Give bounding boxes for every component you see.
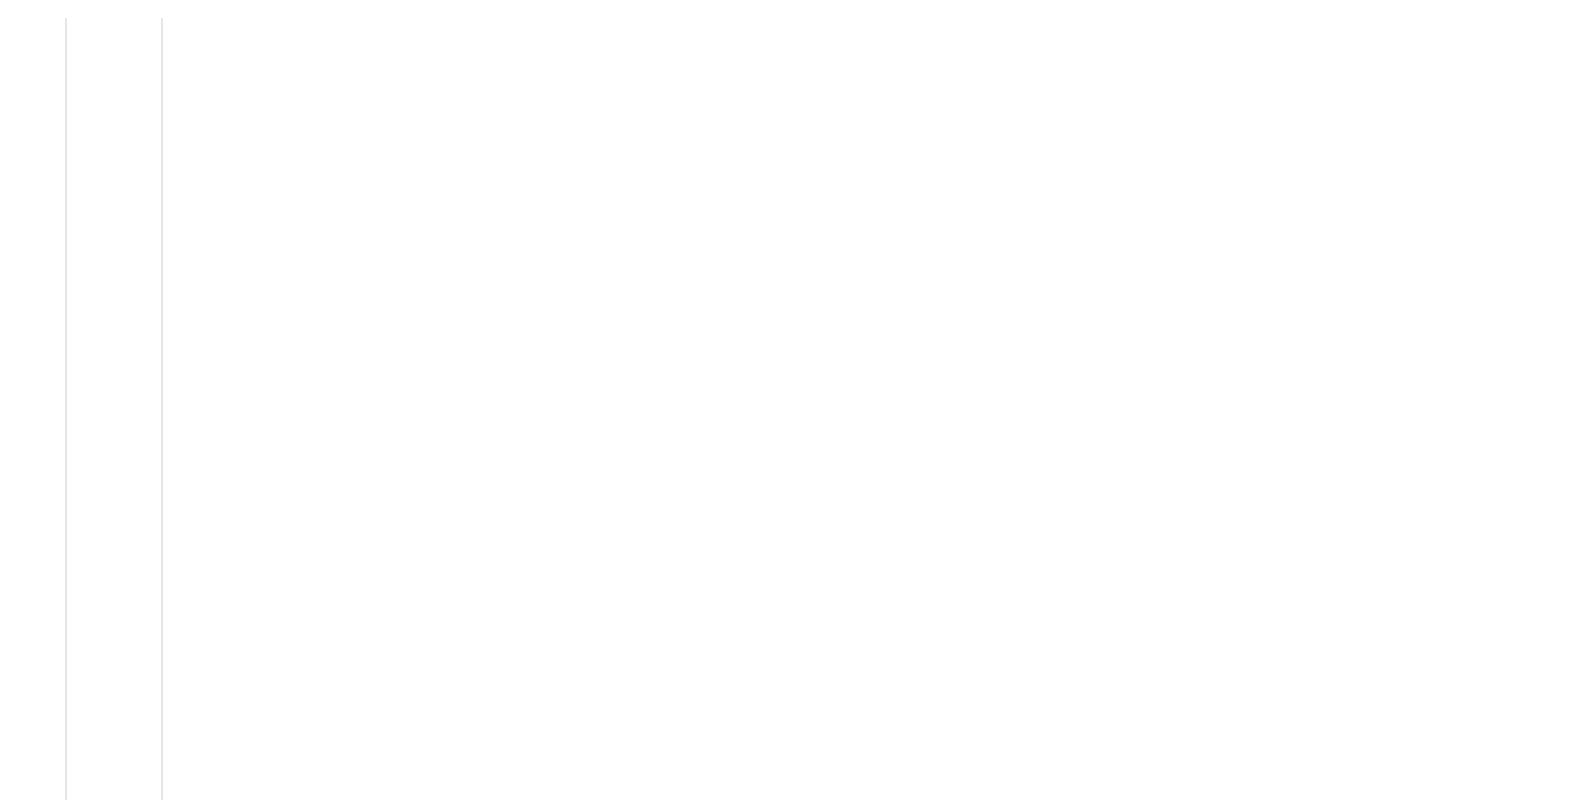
- grid-layer: [65, 18, 163, 800]
